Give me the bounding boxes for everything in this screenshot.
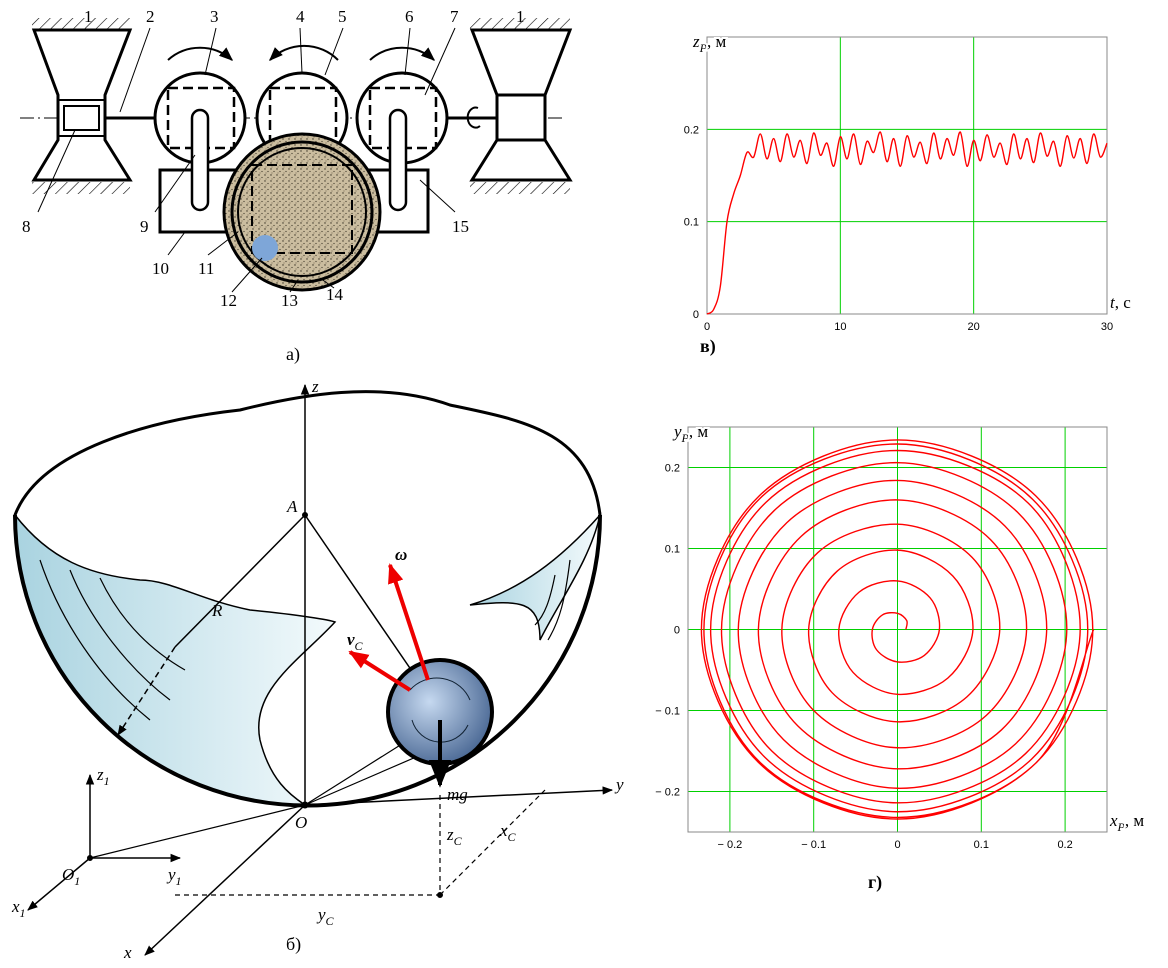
figure: 1234567189101112131415а)zARωvCmgyOzCxCyC…	[0, 0, 1168, 963]
diagram-label-main: R	[211, 601, 223, 620]
diagram-label: x1	[11, 897, 26, 920]
diagram-label: y1	[166, 865, 182, 888]
caption: г)	[868, 872, 882, 893]
x-axis-label: t, с	[1110, 293, 1131, 312]
diagram-label: x	[123, 943, 132, 962]
diagram-label: ω	[395, 545, 407, 564]
part-number: 9	[140, 217, 149, 236]
diagram-label-main: A	[286, 497, 298, 516]
x-axis-label-unit: , м	[1125, 811, 1145, 830]
x-axis-label: xP, м	[1109, 811, 1144, 834]
x-tick-label: − 0.2	[718, 839, 743, 851]
y-axis-label-unit: , м	[689, 422, 709, 441]
diagram-a	[20, 18, 570, 292]
diagram-label-sub: C	[355, 639, 364, 653]
part-number: 5	[338, 7, 347, 26]
caption: б)	[286, 934, 301, 955]
diagram-label-main: y	[316, 905, 326, 924]
x-tick-label: 20	[968, 321, 980, 333]
diagram-label-main: z	[311, 377, 319, 396]
diagram-label-sub: 1	[20, 906, 26, 920]
part-number: 8	[22, 217, 31, 236]
y-tick-label: 0.1	[665, 544, 680, 556]
diagram-label: yC	[316, 905, 335, 928]
part-number: 4	[296, 7, 305, 26]
diagram-label-sub: 1	[74, 874, 80, 888]
x-tick-label: − 0.1	[801, 839, 826, 851]
part-number: 13	[281, 291, 298, 310]
part-number: 3	[210, 7, 219, 26]
x-tick-label: 0.2	[1057, 839, 1072, 851]
y-tick-label: 0	[674, 625, 680, 637]
y-tick-label: 0.1	[684, 217, 699, 229]
x-tick-label: 0	[704, 321, 710, 333]
part-number: 7	[450, 7, 459, 26]
part-number: 14	[326, 285, 344, 304]
part-number: 10	[152, 259, 169, 278]
caption: в)	[700, 336, 716, 357]
diagram-label: y	[614, 775, 624, 794]
diagram-label: z	[311, 377, 319, 396]
part-number: 6	[405, 7, 414, 26]
diagram-label: R	[211, 601, 223, 620]
y-tick-label: − 0.2	[655, 787, 680, 799]
part-number: 11	[198, 259, 214, 278]
diagram-label-main: y	[614, 775, 624, 794]
part-number: 1	[516, 7, 525, 26]
x-axis-label-unit: , с	[1115, 293, 1132, 312]
diagram-label: A	[286, 497, 298, 516]
diagram-label-sub: 1	[104, 774, 110, 788]
part-number: 15	[452, 217, 469, 236]
diagram-label-sub: 1	[176, 874, 182, 888]
caption: а)	[286, 344, 300, 365]
x-tick-label: 30	[1101, 321, 1113, 333]
diagram-label: O	[295, 813, 307, 832]
diagram-label: zC	[446, 825, 463, 848]
page: { "diagram_a": { "caption": "а)", "label…	[0, 0, 1168, 963]
y-axis-label-main: y	[672, 422, 682, 441]
y-tick-label: − 0.1	[655, 706, 680, 718]
x-tick-label: 10	[834, 321, 846, 333]
part-number: 12	[220, 291, 237, 310]
diagram-label-sub: C	[508, 830, 517, 844]
diagram-label-sub: C	[454, 834, 463, 848]
part-number: 1	[84, 7, 93, 26]
diagram-label: z1	[96, 765, 110, 788]
diagram-label: mg	[447, 785, 468, 804]
x-tick-label: 0.1	[974, 839, 989, 851]
diagram-label-main: ω	[395, 545, 407, 564]
diagram-label-main: y	[166, 865, 176, 884]
y-tick-label: 0	[693, 309, 699, 321]
diagram-label-sub: C	[326, 914, 335, 928]
diagram-label-main: O	[62, 865, 74, 884]
diagram-b	[15, 385, 612, 955]
x-tick-label: 0	[894, 839, 900, 851]
part-number: 2	[146, 7, 155, 26]
diagram-label: xC	[499, 821, 517, 844]
diagram-label-main: x	[123, 943, 132, 962]
y-tick-label: 0.2	[665, 463, 680, 475]
diagram-label-main: mg	[447, 785, 468, 804]
y-tick-label: 0.2	[684, 124, 699, 136]
y-axis-label-unit: , м	[707, 32, 727, 51]
plot-area	[707, 37, 1107, 314]
diagram-label-main: O	[295, 813, 307, 832]
